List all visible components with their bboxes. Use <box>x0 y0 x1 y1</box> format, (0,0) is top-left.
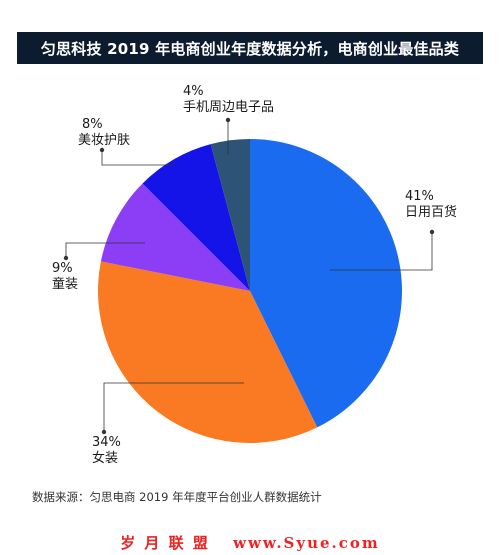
slice-percent-label: 9% <box>52 261 73 276</box>
slice-category-label: 美妆护肤 <box>78 133 130 148</box>
leader-dot <box>225 117 231 123</box>
leader-line <box>101 150 175 166</box>
slice-percent-label: 4% <box>183 84 204 99</box>
watermark: 岁 月 联 盟 www.Syue.com <box>0 532 500 553</box>
slice-category-label: 手机周边电子品 <box>183 100 274 115</box>
leader-dot <box>63 255 69 261</box>
leader-line <box>330 232 433 271</box>
leader-dot <box>101 429 107 435</box>
pie-slice <box>210 139 250 291</box>
slice-percent-label: 8% <box>82 117 103 132</box>
leader-dot <box>429 229 435 235</box>
data-source-note: 数据来源：匀思电商 2019 年年度平台创业人群数据统计 <box>32 490 322 504</box>
slice-category-label: 童装 <box>52 276 78 292</box>
leader-line <box>65 242 145 258</box>
watermark-url: www.Syue.com <box>233 534 380 552</box>
leader-line <box>103 382 244 432</box>
pie-slice <box>250 139 402 428</box>
leader-dot <box>99 147 105 153</box>
pie-slice <box>100 183 250 291</box>
slice-percent-label: 34% <box>92 435 121 450</box>
watermark-text: 岁 月 联 盟 <box>120 534 210 552</box>
slice-percent-label: 41% <box>405 189 434 204</box>
chart-title: 匀思科技 2019 年电商创业年度数据分析，电商创业最佳品类 <box>17 32 483 64</box>
pie-slice <box>142 144 250 291</box>
slice-category-label: 日用百货 <box>405 204 457 220</box>
pie-slice <box>98 261 318 443</box>
slice-category-label: 女装 <box>92 450 118 466</box>
